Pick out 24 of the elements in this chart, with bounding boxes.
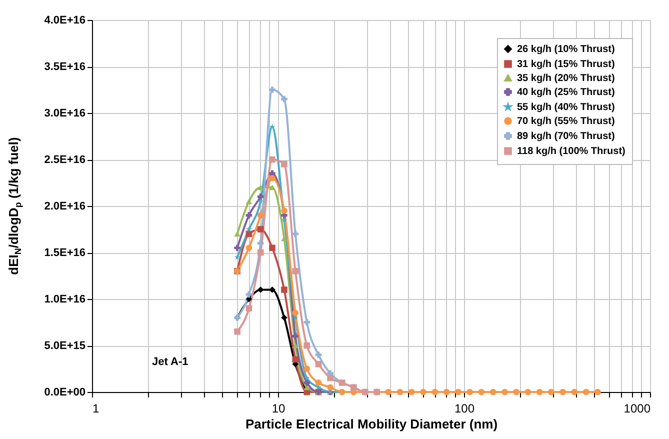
legend-label: 31 kg/h (15% Thrust) xyxy=(517,59,615,70)
x-tick-label: 1000 xyxy=(624,402,651,416)
y-axis-title: dEIN/dlogDp (1/kg fuel) xyxy=(6,137,23,275)
legend-label: 118 kg/h (100% Thrust) xyxy=(517,146,626,157)
y-tick-label: 3.5E+16 xyxy=(44,61,86,73)
x-tick-label: 1 xyxy=(92,402,100,416)
y-tick-label: 5.0E+15 xyxy=(44,340,86,352)
y-tick-label: 4.0E+16 xyxy=(44,14,86,26)
y-tick-label: 1.0E+16 xyxy=(44,294,86,306)
y-tick-label: 3.0E+16 xyxy=(44,108,86,120)
legend-label: 35 kg/h (20% Thrust) xyxy=(517,73,615,84)
y-tick-label: 2.0E+16 xyxy=(44,200,86,212)
y-tick-label: 1.5E+16 xyxy=(44,247,86,259)
legend-label: 26 kg/h (10% Thrust) xyxy=(517,44,615,55)
legend-label: 55 kg/h (40% Thrust) xyxy=(517,102,615,113)
annotation: Jet A-1 xyxy=(152,356,188,368)
x-axis-title: Particle Electrical Mobility Diameter (nm) xyxy=(245,416,498,432)
legend-label: 70 kg/h (55% Thrust) xyxy=(517,116,615,127)
x-tick-label: 10 xyxy=(272,402,286,416)
y-tick-label: 2.5E+16 xyxy=(44,154,86,166)
x-tick-label: 100 xyxy=(454,402,475,416)
legend-label: 89 kg/h (70% Thrust) xyxy=(517,131,615,142)
y-tick-label: 0.0E+00 xyxy=(44,386,86,398)
legend-label: 40 kg/h (25% Thrust) xyxy=(517,87,615,98)
